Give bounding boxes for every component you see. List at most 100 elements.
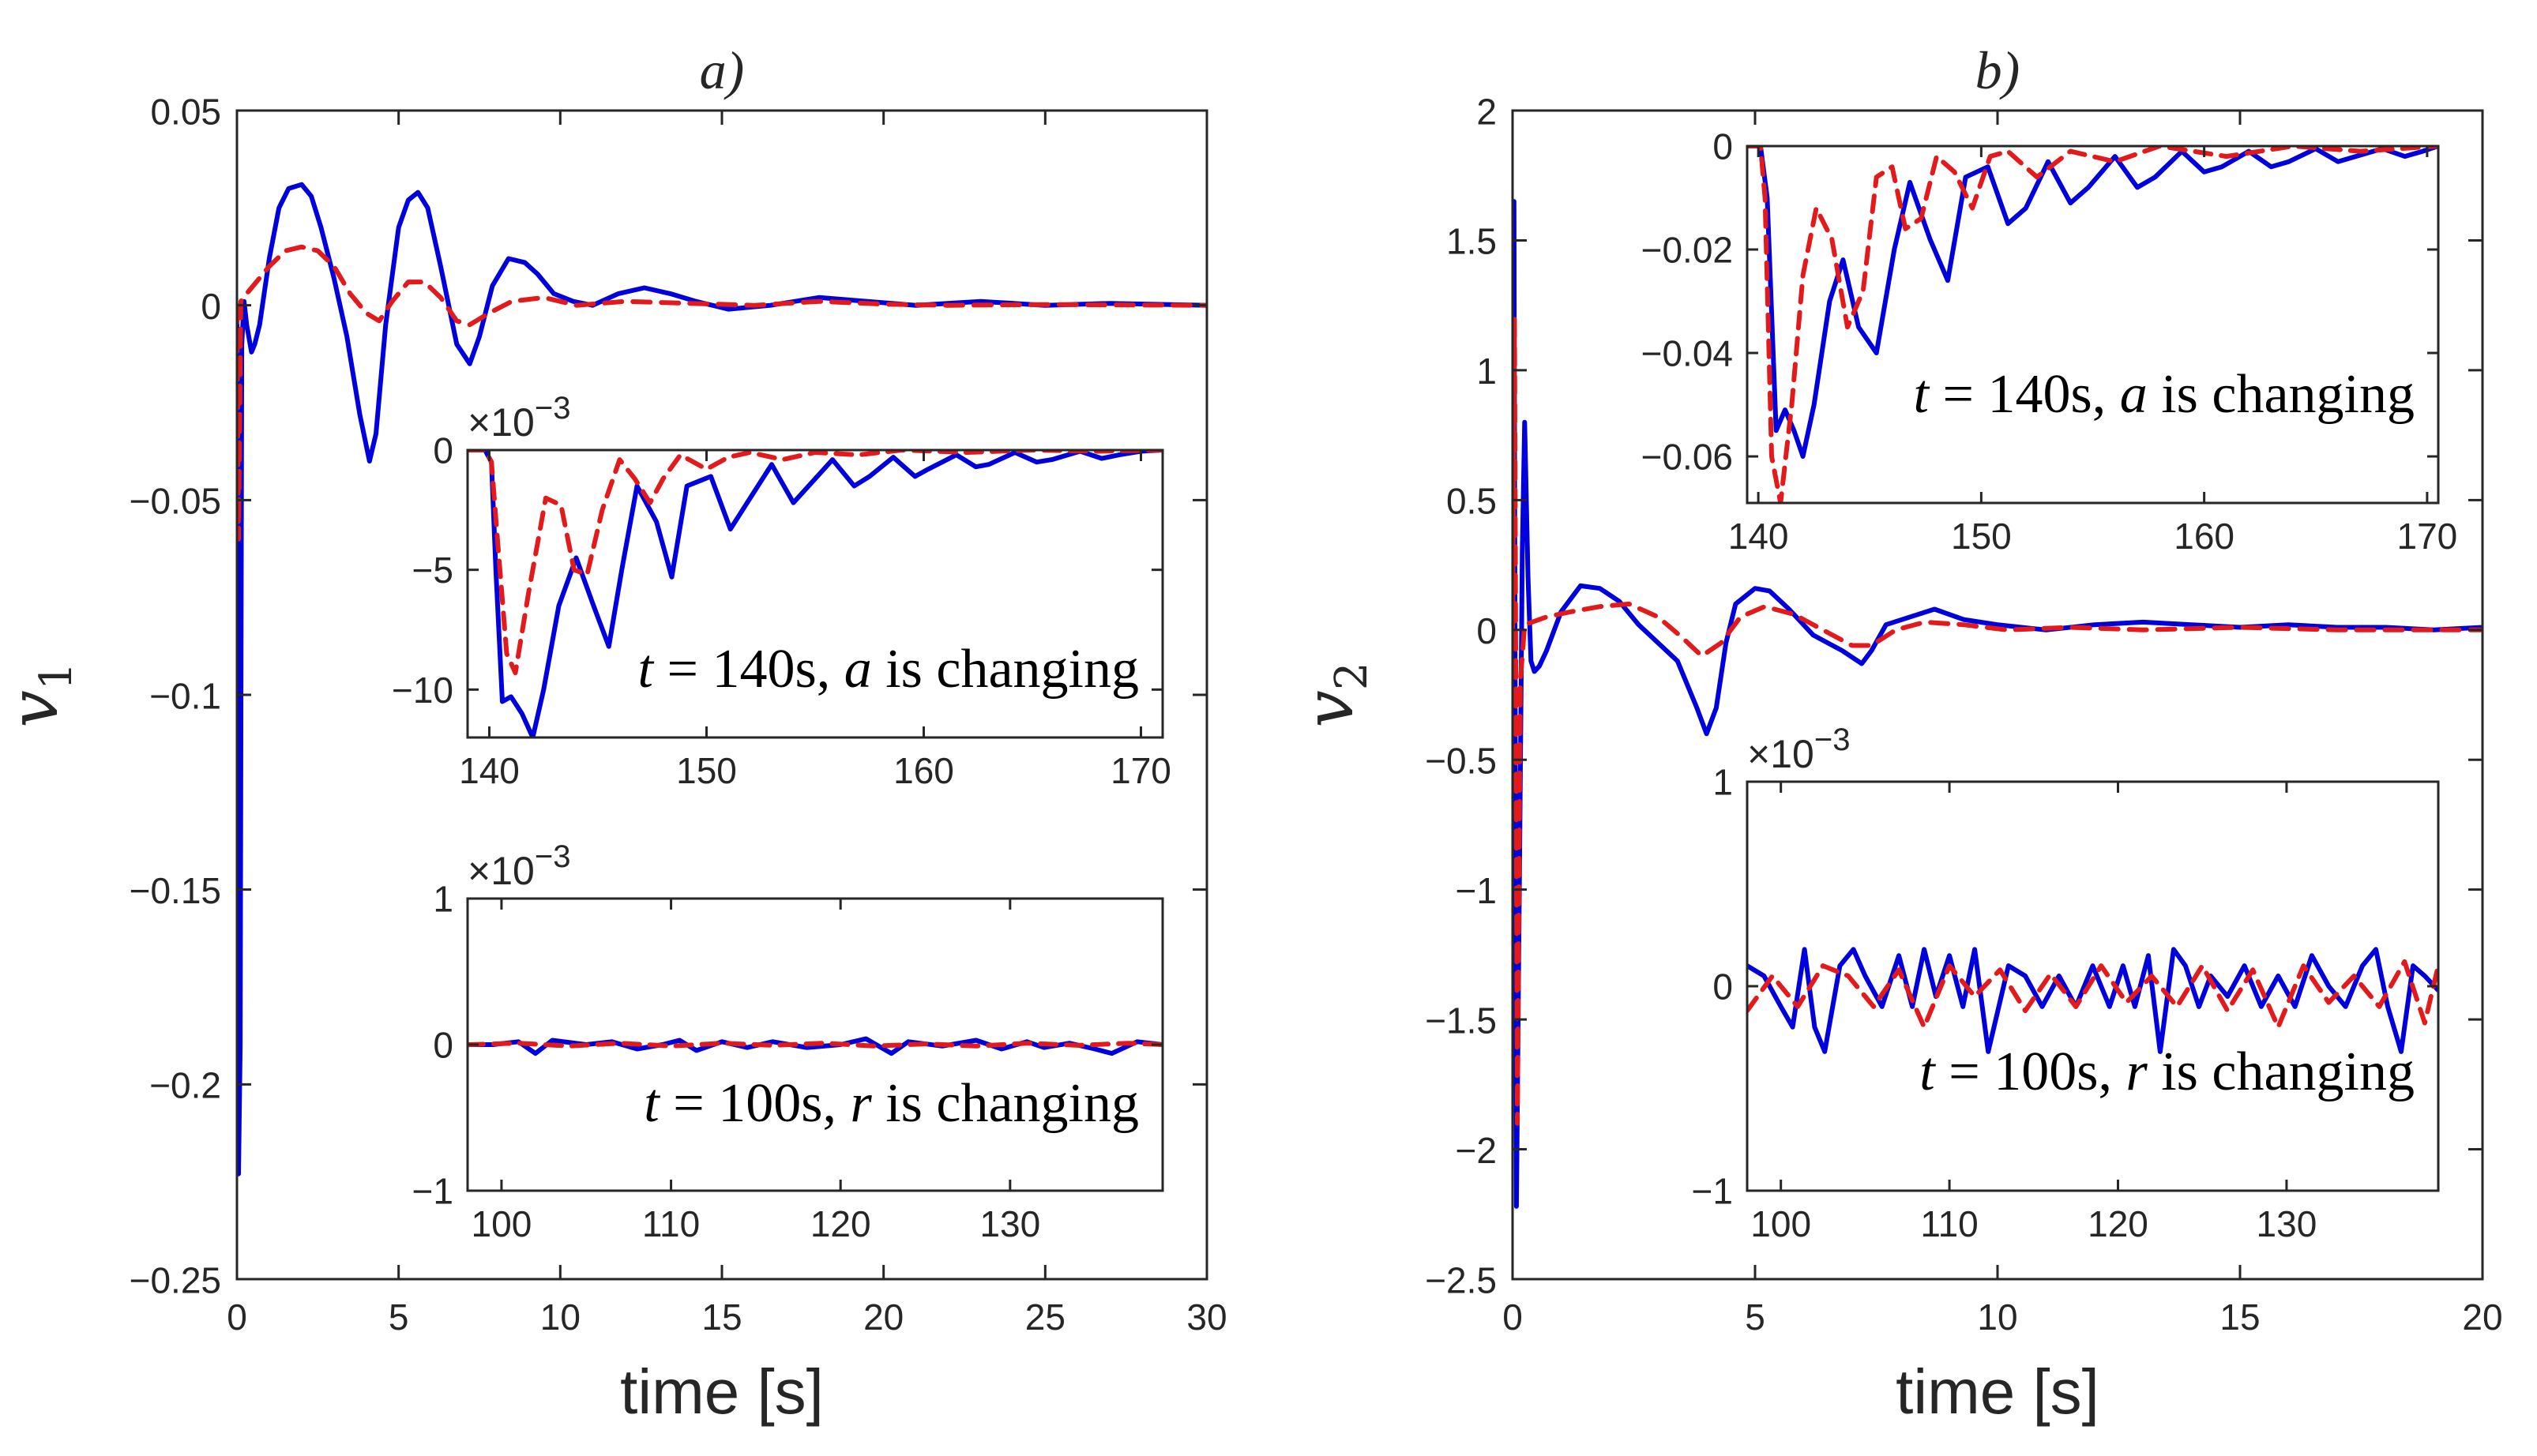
panel-b-inset-2-series-dashed-line	[1747, 959, 2438, 1030]
panel-a-main-ytick-label: 0	[201, 286, 221, 327]
panel-a-inset-2-xtick-label: 130	[979, 1203, 1040, 1244]
panel-b-xlabel: time [s]	[1896, 1357, 2099, 1427]
panel-b-main-series-dashed-line	[1513, 316, 2483, 1126]
panel-a-inset-1-xtick-label: 160	[893, 750, 954, 791]
panel-a-main-xtick-label: 30	[1186, 1297, 1227, 1338]
panel-a-inset-2-series-dashed-line	[468, 1041, 1163, 1049]
panel-b-inset-1-ytick-label: −0.02	[1641, 230, 1733, 271]
panel-b-main-ytick-label: 0	[1476, 610, 1497, 651]
panel-b-main-ytick-label: −1	[1456, 870, 1497, 911]
panel-b-main-series-group	[1513, 199, 2483, 1209]
panel-b-main-ytick-label: −2.5	[1425, 1259, 1497, 1300]
panel-a-main-series-dashed-line	[237, 244, 1207, 542]
panel-b-main-xtick-label: 5	[1745, 1297, 1765, 1338]
panel-b-inset-2-annotation: t = 100s, r is changing	[1919, 1041, 2415, 1102]
panel-a-ylabel: v1	[0, 662, 82, 727]
panel-b-inset-1: 140 150 160 170 −0.06 −0.04 −0.02 0 t = 140s, a …	[1641, 126, 2458, 557]
panel-b-inset-2-series-group	[1747, 947, 2438, 1054]
panel-b-main-xtick-label: 15	[2219, 1297, 2260, 1338]
panel-b-inset-2-exponent-label: ×10−3	[1747, 722, 1850, 776]
panel-b-main-ytick-label: 1.5	[1446, 221, 1497, 262]
panel-a-inset-1-xtick-label: 150	[676, 750, 737, 791]
panel-a-inset-2-ytick-label: 0	[433, 1025, 453, 1066]
panel-a-inset-2: 100 110 120 130 −1 0 1 ×10−3 t = 100s, r is chan…	[412, 839, 1164, 1244]
panel-a-inset-2-xtick-label: 110	[642, 1203, 700, 1244]
panel-b-inset-1-ytick-label: −0.04	[1641, 333, 1733, 374]
panel-b: 0 5 10 15 20−2.5−2−1.5−1−0.500.511.52b)time …	[1291, 40, 2503, 1427]
panel-b-main-ytick-label: −1.5	[1425, 1000, 1497, 1041]
panel-b-inset-2-ytick-label: −1	[1692, 1171, 1733, 1212]
panel-a-inset-1-xtick-label: 170	[1111, 750, 1171, 791]
panel-a-inset-2-annotation: t = 100s, r is changing	[644, 1073, 1139, 1134]
panel-b-inset-2-ytick-label: 1	[1712, 762, 1733, 803]
panel-a-main-ytick-label: −0.05	[130, 481, 221, 522]
panel-a-inset-2-xtick-label: 100	[472, 1203, 532, 1244]
panel-b-title: b)	[1975, 40, 2020, 100]
panel-b-inset-2-xtick-label: 100	[1750, 1203, 1811, 1244]
panel-b-inset-1-series-group	[1747, 146, 2438, 503]
panel-a-inset-2-ytick-label: 1	[433, 879, 453, 920]
panel-b-inset-2: 100 110 120 130 −1 0 1 ×10−3 t = 100s, r is chan…	[1692, 722, 2440, 1244]
panel-a-inset-1-xtick-label: 140	[459, 750, 520, 791]
panel-a-inset-1-annotation: t = 140s, a is changing	[638, 639, 1139, 700]
panel-a-inset-1-plot-area	[468, 450, 1163, 737]
panel-b-main-ytick-label: 0.5	[1446, 481, 1497, 522]
panel-b-inset-2-xtick-label: 110	[1920, 1203, 1978, 1244]
panel-a-inset-2-ytick-label: −1	[412, 1171, 453, 1212]
panel-a-main-xtick-label: 5	[389, 1297, 409, 1338]
panel-b-inset-2-plot-area	[1747, 782, 2438, 1191]
panel-b-ylabel: v2	[1291, 662, 1377, 727]
panel-b-inset-1-xtick-label: 160	[2174, 516, 2234, 557]
panel-a-main-ytick-label: −0.15	[130, 870, 221, 911]
panel-a-main-ytick-label: 0.05	[150, 91, 221, 132]
panel-b-inset-1-ytick-label: 0	[1712, 126, 1733, 167]
panel-b-inset-1-series-solid-line	[1747, 146, 2438, 459]
panel-a-inset-1-exponent-label: ×10−3	[468, 391, 570, 445]
panel-a-inset-1: 140 150 160 170 −10 −5 0 ×10−3 t = 140s, a is ch…	[392, 391, 1171, 791]
panel-b-inset-1-xtick-label: 150	[1951, 516, 2012, 557]
panel-b-inset-2-ytick-label: 0	[1712, 966, 1733, 1008]
panel-a-inset-1-axes-box	[466, 448, 1164, 739]
panel-b-main-ytick-label: 2	[1476, 91, 1497, 132]
panel-b-main-ytick-label: −2	[1456, 1130, 1497, 1171]
panel-a-main-ytick-label: −0.25	[130, 1259, 221, 1300]
panel-a-main-xtick-label: 20	[863, 1297, 904, 1338]
panel-b-inset-1-axes-box	[1746, 144, 2440, 505]
panel-a-main-xtick-label: 15	[701, 1297, 742, 1338]
panel-a-inset-1-ytick-label: −5	[412, 550, 453, 591]
panel-b-inset-1-plot-area	[1747, 146, 2438, 503]
panel-a-main-ytick-label: −0.1	[149, 675, 221, 716]
panel-a: 0 5 10 15 20 25 30−0.25−0.2−0.15−0.1−0.0500.05…	[0, 40, 1227, 1427]
panel-a-main-xtick-label: 10	[540, 1297, 581, 1338]
panel-b-inset-1-xtick-label: 170	[2397, 516, 2458, 557]
panel-b-inset-2-series-solid-line	[1747, 947, 2438, 1054]
charts: 0 5 10 15 20 25 30−0.25−0.2−0.15−0.1−0.0500.05…	[0, 40, 2503, 1427]
panel-b-inset-1-series-dashed-line	[1747, 146, 2438, 503]
panel-b-main-xtick-label: 10	[1977, 1297, 2017, 1338]
panel-a-main-xtick-label: 25	[1025, 1297, 1066, 1338]
panel-b-inset-1-xtick-label: 140	[1728, 516, 1789, 557]
panel-a-inset-1-series-group	[468, 450, 1163, 737]
panel-a-main-xtick-label: 0	[227, 1297, 247, 1338]
panel-a-main-ytick-label: −0.2	[149, 1065, 221, 1106]
panel-a-inset-1-series-solid-line	[468, 450, 1163, 737]
panel-a-inset-2-exponent-label: ×10−3	[468, 839, 570, 893]
panel-a-inset-1-ytick-label: −10	[392, 670, 453, 711]
panel-a-main-series-solid-line	[237, 182, 1207, 1176]
panel-b-inset-1-annotation: t = 140s, a is changing	[1914, 364, 2415, 425]
panel-b-inset-1-ytick-label: −0.06	[1641, 437, 1733, 478]
panel-b-inset-2-xtick-label: 120	[2088, 1203, 2148, 1244]
panel-b-main-xtick-label: 20	[2462, 1297, 2502, 1338]
panel-b-main-series-solid-line	[1513, 199, 2483, 1209]
panel-a-inset-2-series-group	[468, 1036, 1163, 1056]
panel-b-inset-2-xtick-label: 130	[2257, 1203, 2317, 1244]
panel-a-inset-2-xtick-label: 120	[810, 1203, 871, 1244]
panel-b-main-xtick-label: 0	[1502, 1297, 1523, 1338]
panel-b-main-ytick-label: 1	[1476, 351, 1497, 392]
panel-a-main-series-group	[237, 182, 1207, 1176]
panel-a-inset-1-ytick-label: 0	[433, 430, 453, 471]
panel-a-title: a)	[700, 40, 745, 100]
panel-a-inset-1-series-dashed-line	[468, 450, 1163, 676]
panel-a-xlabel: time [s]	[620, 1357, 824, 1427]
